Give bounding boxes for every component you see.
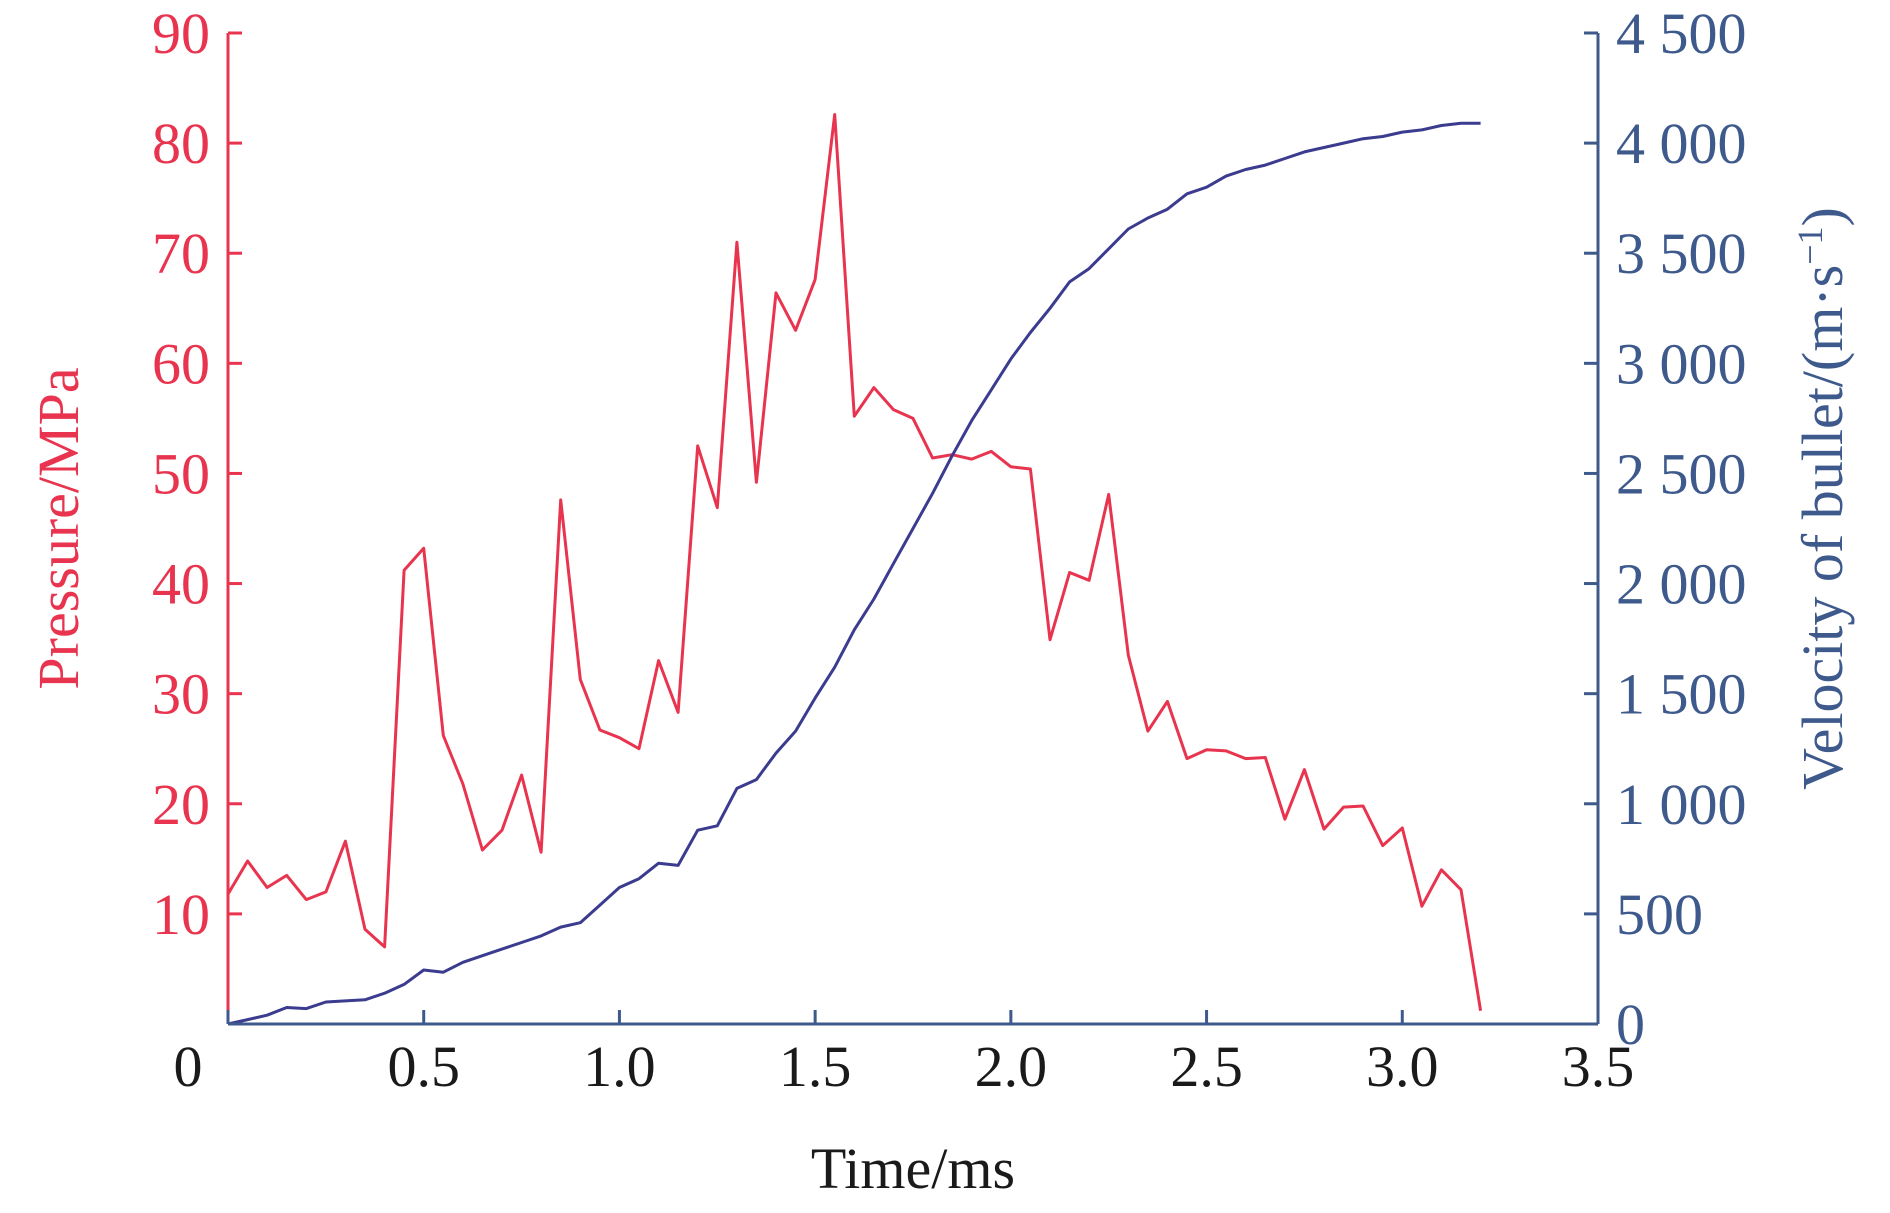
left-y-tick-label: 90 (152, 1, 210, 66)
right-y-tick-label: 1 000 (1616, 772, 1747, 837)
left-y-tick-label: 80 (152, 111, 210, 176)
right-y-axis-title-main: Velocity of bullet/(m·s (1790, 265, 1855, 790)
right-y-tick-label: 0 (1616, 992, 1645, 1057)
right-y-tick-label: 3 500 (1616, 221, 1747, 286)
right-y-axis-title-close: ) (1790, 207, 1855, 226)
right-y-tick-label: 3 000 (1616, 331, 1747, 396)
ticks (226, 31, 1600, 1026)
left-y-axis-title: Pressure/MPa (26, 367, 91, 689)
x-axis-title: Time/ms (811, 1136, 1015, 1201)
right-y-tick-label: 2 000 (1616, 552, 1747, 617)
x-tick-label: 1.5 (779, 1034, 852, 1099)
right-y-axis-title-superscript: −1 (1790, 226, 1830, 264)
left-y-tick-label: 50 (152, 441, 210, 506)
velocity-series-line (227, 121, 1481, 1026)
plot-lines (226, 113, 1483, 1026)
right-y-tick-label: 500 (1616, 882, 1703, 947)
x-tick-label: 3.5 (1562, 1034, 1635, 1099)
left-y-tick-label: 60 (152, 331, 210, 396)
left-y-tick-label: 10 (152, 882, 210, 947)
x-tick-label: 0.5 (387, 1034, 460, 1099)
left-y-tick-label: 20 (152, 772, 210, 837)
right-y-tick-label: 1 500 (1616, 662, 1747, 727)
x-tick-label: 1.0 (583, 1034, 656, 1099)
x-tick-label: 0 (174, 1034, 203, 1099)
axes (226, 33, 1600, 1026)
x-tick-label: 3.0 (1366, 1034, 1439, 1099)
left-y-tick-label: 30 (152, 662, 210, 727)
right-y-tick-label: 4 500 (1616, 1, 1747, 66)
left-y-tick-label: 70 (152, 221, 210, 286)
right-y-tick-label: 4 000 (1616, 111, 1747, 176)
x-tick-label: 2.5 (1170, 1034, 1243, 1099)
tick-labels: 10 20 30 40 50 60 70 80 90 0 500 1 000 1 500 2 000 2 5… (152, 1, 1747, 1099)
x-tick-label: 2.0 (975, 1034, 1048, 1099)
right-y-tick-label: 2 500 (1616, 441, 1747, 506)
left-y-tick-label: 40 (152, 552, 210, 617)
pressure-series-line (226, 113, 1483, 1012)
right-y-axis-title: Velocity of bullet/(m·s−1) (1790, 207, 1855, 790)
